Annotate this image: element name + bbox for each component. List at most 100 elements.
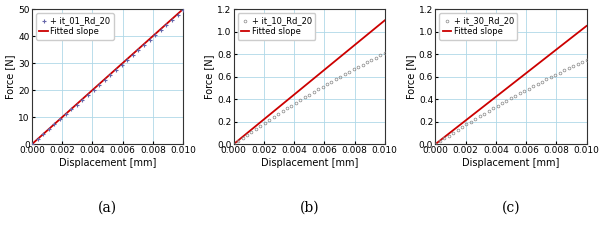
Fitted slope: [315, 74, 322, 76]
+ it_01_Rd_20: [84, 93, 91, 96]
Fitted slope: [499, 91, 506, 93]
Fitted slope: [569, 35, 577, 38]
+ it_01_Rd_20: [123, 59, 131, 61]
Legend: + it_30_Rd_20, Fitted slope: + it_30_Rd_20, Fitted slope: [439, 13, 517, 39]
+ it_01_Rd_20: [174, 14, 181, 17]
Fitted slope: [163, 23, 170, 25]
+ it_10_Rd_20: [315, 88, 322, 91]
+ it_01_Rd_20: [157, 29, 165, 32]
+ it_01_Rd_20: [51, 123, 58, 126]
Fitted slope: [135, 48, 142, 51]
+ it_30_Rd_20: [574, 63, 581, 66]
Fitted slope: [257, 121, 264, 124]
Fitted slope: [90, 88, 97, 91]
Fitted slope: [503, 87, 510, 90]
+ it_10_Rd_20: [248, 130, 255, 133]
+ it_01_Rd_20: [113, 68, 120, 71]
+ it_30_Rd_20: [521, 90, 528, 92]
Fitted slope: [548, 52, 555, 55]
Fitted slope: [512, 80, 519, 83]
+ it_10_Rd_20: [292, 101, 299, 104]
Fitted slope: [123, 58, 131, 60]
Fitted slope: [538, 59, 546, 62]
+ it_01_Rd_20: [151, 34, 159, 37]
Fitted slope: [450, 129, 457, 132]
+ it_10_Rd_20: [306, 93, 313, 96]
+ it_30_Rd_20: [467, 120, 474, 123]
+ it_10_Rd_20: [261, 121, 269, 124]
+ it_10_Rd_20: [279, 110, 286, 113]
+ it_10_Rd_20: [319, 85, 326, 88]
+ it_10_Rd_20: [323, 83, 330, 86]
Fitted slope: [359, 37, 366, 40]
+ it_10_Rd_20: [381, 52, 388, 55]
+ it_30_Rd_20: [480, 112, 488, 115]
Fitted slope: [101, 78, 108, 81]
X-axis label: Displacement [mm]: Displacement [mm]: [462, 158, 560, 168]
Text: (c): (c): [502, 201, 520, 215]
Fitted slope: [332, 59, 339, 62]
Fitted slope: [28, 143, 36, 146]
+ it_30_Rd_20: [578, 60, 586, 63]
+ it_10_Rd_20: [368, 59, 375, 61]
+ it_01_Rd_20: [79, 98, 86, 101]
Fitted slope: [328, 63, 335, 66]
Fitted slope: [543, 56, 550, 59]
Fitted slope: [463, 118, 470, 121]
+ it_01_Rd_20: [34, 138, 41, 141]
+ it_10_Rd_20: [283, 107, 290, 110]
+ it_30_Rd_20: [503, 99, 510, 102]
+ it_01_Rd_20: [101, 78, 108, 81]
+ it_10_Rd_20: [337, 75, 344, 78]
Fitted slope: [301, 84, 309, 87]
Fitted slope: [355, 41, 362, 44]
+ it_30_Rd_20: [543, 78, 550, 81]
Fitted slope: [556, 45, 563, 48]
Fitted slope: [296, 88, 304, 91]
+ it_10_Rd_20: [270, 115, 277, 118]
+ it_30_Rd_20: [450, 131, 457, 134]
+ it_10_Rd_20: [328, 80, 335, 83]
Fitted slope: [39, 133, 47, 136]
+ it_30_Rd_20: [516, 92, 523, 95]
Fitted slope: [583, 24, 590, 27]
+ it_30_Rd_20: [569, 65, 577, 68]
+ it_01_Rd_20: [163, 24, 170, 27]
+ it_30_Rd_20: [565, 67, 572, 70]
Fitted slope: [319, 70, 326, 73]
Line: + it_10_Rd_20: + it_10_Rd_20: [232, 52, 386, 146]
X-axis label: Displacement [mm]: Displacement [mm]: [261, 158, 358, 168]
+ it_01_Rd_20: [140, 44, 148, 46]
+ it_01_Rd_20: [45, 128, 53, 131]
Fitted slope: [529, 66, 537, 69]
+ it_10_Rd_20: [359, 63, 366, 66]
+ it_10_Rd_20: [234, 140, 241, 143]
Line: Fitted slope: Fitted slope: [32, 9, 183, 144]
Fitted slope: [288, 95, 295, 98]
Fitted slope: [345, 48, 353, 51]
Fitted slope: [534, 63, 541, 66]
Fitted slope: [467, 115, 474, 118]
Fitted slope: [485, 101, 492, 104]
Fitted slope: [561, 42, 568, 45]
Fitted slope: [140, 43, 148, 45]
+ it_01_Rd_20: [73, 103, 80, 106]
Fitted slope: [62, 113, 69, 116]
+ it_30_Rd_20: [436, 140, 443, 143]
+ it_30_Rd_20: [507, 97, 514, 100]
+ it_10_Rd_20: [239, 136, 246, 139]
+ it_30_Rd_20: [534, 83, 541, 85]
X-axis label: Displacement [mm]: Displacement [mm]: [59, 158, 156, 168]
Fitted slope: [168, 18, 175, 21]
Fitted slope: [445, 132, 453, 135]
+ it_30_Rd_20: [459, 126, 466, 129]
+ it_30_Rd_20: [445, 134, 453, 137]
+ it_01_Rd_20: [168, 19, 175, 22]
Fitted slope: [283, 99, 290, 102]
+ it_01_Rd_20: [56, 118, 64, 121]
+ it_10_Rd_20: [310, 91, 317, 93]
+ it_10_Rd_20: [377, 54, 384, 57]
Fitted slope: [270, 110, 277, 113]
+ it_30_Rd_20: [494, 105, 501, 107]
+ it_30_Rd_20: [499, 102, 506, 105]
